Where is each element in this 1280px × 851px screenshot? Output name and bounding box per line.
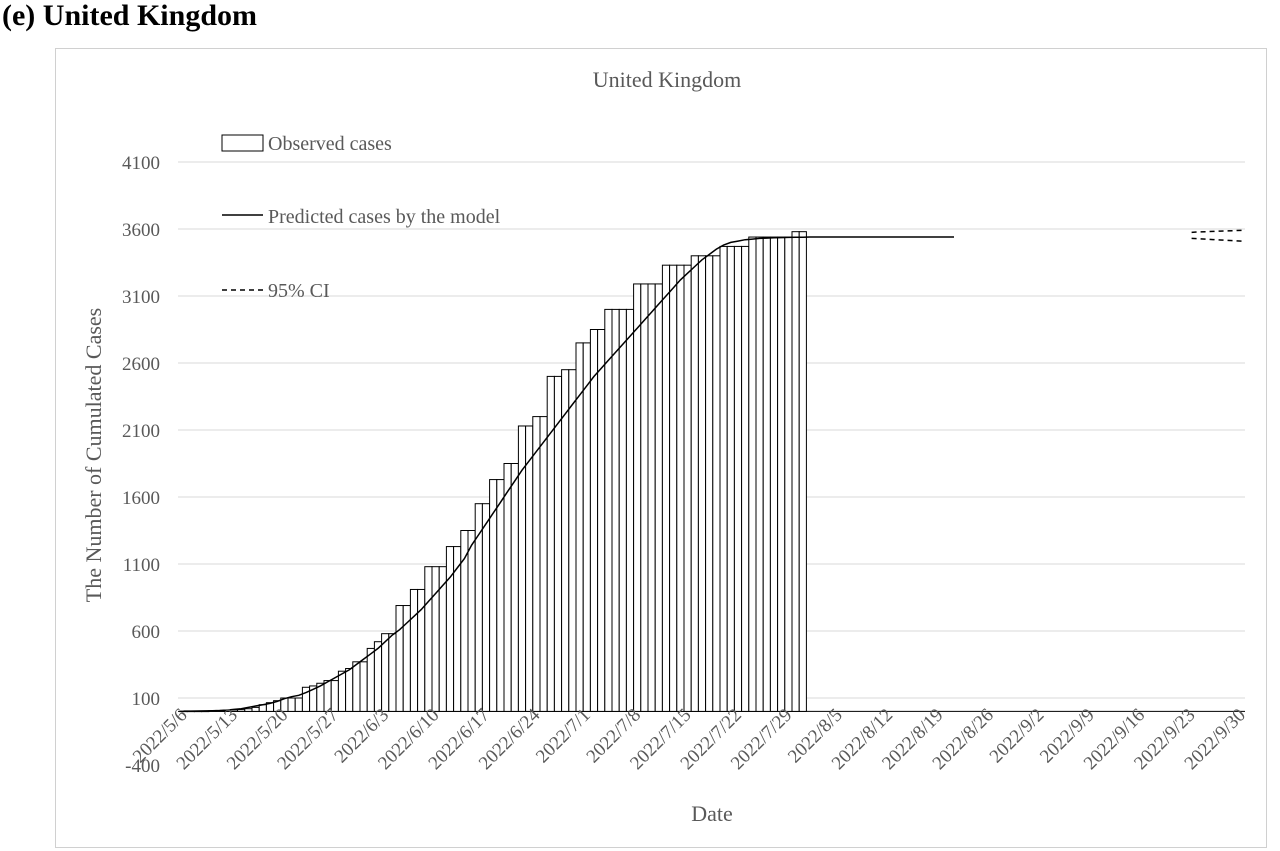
y-tick-label: 2100 (122, 421, 160, 442)
observed-bar (244, 708, 253, 712)
observed-bar (532, 416, 541, 712)
x-tick-label: 2022/7/1 (532, 705, 595, 768)
y-tick-label: 2600 (122, 354, 160, 375)
legend-swatch-bar (221, 134, 264, 152)
observed-bar (683, 264, 692, 712)
y-tick-labels: -400 100 600 1100 1600 2100 2600 3100 3600 4100 (122, 153, 160, 777)
y-tick-label: -400 (125, 756, 160, 777)
observed-bar (791, 231, 800, 712)
chart-frame (55, 48, 1267, 848)
legend-label: Observed cases (268, 133, 392, 155)
observed-bar (352, 661, 361, 712)
observed-bar (431, 566, 440, 712)
observed-bar (366, 647, 375, 712)
legend-label: Predicted cases by the model (268, 206, 501, 228)
observed-bar (561, 369, 570, 712)
panel-label: (e) United Kingdom (2, 0, 257, 32)
observed-bar (525, 425, 534, 712)
observed-bar (618, 308, 627, 712)
observed-bar (604, 308, 613, 712)
observed-bar (755, 236, 764, 712)
x-axis-label: Date (691, 801, 733, 826)
legend-label: 95% CI (268, 280, 330, 302)
y-tick-label: 1600 (122, 488, 160, 509)
observed-bar (741, 245, 750, 712)
observed-bar (640, 283, 649, 712)
observed-bar (748, 236, 757, 712)
observed-bar (625, 308, 635, 712)
observed-bar (409, 588, 419, 712)
x-tick-label: 2022/9/2 (986, 705, 1049, 768)
observed-bar (294, 697, 303, 712)
observed-bar (597, 329, 606, 712)
y-tick-label: 3100 (122, 287, 160, 308)
observed-bar (395, 605, 404, 712)
observed-bar (251, 706, 260, 712)
observed-bar (654, 283, 663, 712)
observed-bar (676, 264, 685, 712)
observed-bar (237, 709, 246, 712)
observed-bar (589, 329, 599, 712)
y-axis-label: The Number of Cumulated Cases (81, 308, 106, 603)
ci-line (1191, 237, 1243, 242)
observed-bar (517, 425, 527, 712)
lines (183, 229, 1243, 712)
observed-bar (373, 641, 383, 712)
observed-bar (661, 264, 671, 712)
x-tick-labels: 2022/5/62022/5/132022/5/202022/5/272022/… (129, 704, 1250, 774)
observed-bar (345, 668, 354, 712)
observed-bar (388, 633, 397, 712)
observed-bar (287, 697, 296, 712)
observed-bar (337, 670, 347, 712)
observed-bar (582, 342, 591, 712)
y-tick-label: 600 (132, 622, 161, 643)
observed-bar (705, 255, 714, 712)
observed-bar (769, 236, 779, 712)
observed-bars (179, 231, 807, 713)
observed-bar (424, 566, 433, 712)
y-tick-label: 4100 (122, 153, 160, 174)
observed-bar (445, 546, 455, 712)
observed-bar (733, 245, 743, 712)
observed-bar (568, 369, 577, 712)
observed-bar (690, 255, 699, 712)
observed-bar (633, 283, 642, 712)
observed-bar (330, 680, 339, 712)
y-tick-label: 3600 (122, 220, 160, 241)
observed-bar (539, 416, 548, 712)
observed-bar (496, 479, 505, 712)
observed-bar (481, 503, 491, 712)
observed-bar (510, 463, 519, 712)
observed-bar (719, 245, 728, 712)
observed-bar (381, 633, 390, 712)
observed-bar (647, 283, 656, 712)
observed-bar (798, 231, 807, 712)
legend: Observed cases Predicted cases by the mod… (221, 133, 501, 302)
y-tick-label: 100 (132, 689, 161, 710)
observed-bar (762, 236, 771, 712)
predicted-line (183, 236, 954, 712)
observed-bar (712, 255, 721, 712)
observed-bar (359, 661, 368, 712)
observed-bar (726, 245, 735, 712)
ci-line (1191, 229, 1243, 234)
observed-bar (546, 375, 555, 712)
observed-bar (777, 236, 786, 712)
y-tick-label: 1100 (123, 555, 160, 576)
observed-bar (697, 255, 707, 712)
observed-bar (503, 463, 512, 712)
observed-bar (669, 264, 678, 712)
observed-bar (784, 236, 793, 712)
observed-bar (611, 308, 620, 712)
chart-title: United Kingdom (593, 67, 742, 92)
observed-bar (467, 530, 476, 712)
